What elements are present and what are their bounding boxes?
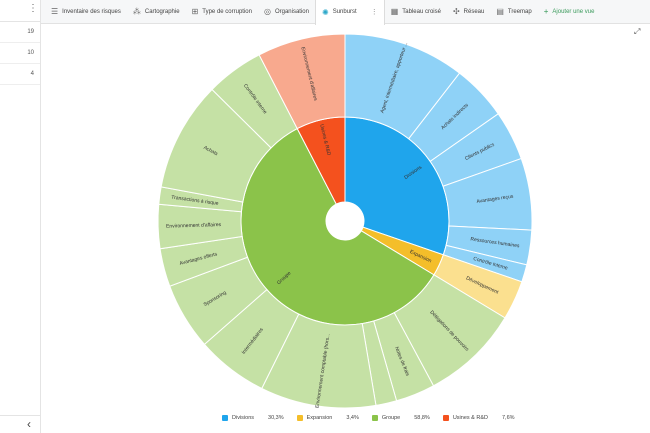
network-icon: ✣	[452, 7, 460, 16]
tab-type-de-corruption[interactable]: ⊞ Type de corruption	[186, 0, 258, 24]
org-icon: ◎	[263, 7, 271, 16]
sunburst-icon: ✺	[321, 7, 329, 17]
tab-label: Réseau	[463, 8, 485, 15]
legend-label: Expansion	[306, 415, 333, 421]
left-panel: ⋮ 19 10 4 ‹	[0, 0, 41, 433]
left-panel-footer: ‹	[0, 415, 40, 433]
list-item-count[interactable]: 4	[0, 64, 40, 85]
more-vertical-icon[interactable]: ⋮	[370, 9, 378, 16]
legend-value: 58,8%	[414, 415, 430, 421]
sunburst-chart: Agent, intermédiaire, apporteur ...Achat…	[157, 33, 533, 409]
legend-swatch	[296, 415, 303, 421]
tab-label: Treemap	[507, 8, 532, 15]
legend-value: 3,4%	[346, 415, 359, 421]
tab-label: Cartographie	[144, 8, 180, 15]
legend-item-expansion[interactable]: Expansion 3,4%	[296, 415, 359, 421]
legend-value: 30,3%	[268, 415, 284, 421]
outer-segment-environnement-d-affaires[interactable]	[258, 33, 346, 130]
add-view-button[interactable]: + Ajouter une vue	[538, 0, 601, 24]
list-item-count[interactable]: 19	[0, 22, 40, 43]
plus-icon: +	[543, 7, 549, 16]
tab-label: Type de corruption	[202, 8, 252, 15]
tab-inventaire-des-risques[interactable]: ☰ Inventaire des risques	[45, 0, 127, 24]
expand-icon[interactable]: ⤢	[634, 27, 641, 36]
center-hole	[326, 202, 364, 240]
list-icon: ☰	[51, 7, 59, 16]
segment-label: Environnement d'affaires	[166, 222, 222, 230]
treemap-icon: ▤	[496, 7, 504, 16]
more-vertical-icon[interactable]: ⋮	[28, 3, 38, 14]
legend-swatch	[371, 415, 378, 421]
tab-label: Tableau croisé	[402, 8, 441, 15]
left-panel-header: ⋮	[0, 0, 40, 22]
tab-label: Organisation	[274, 8, 309, 15]
tab-sunburst[interactable]: ✺ Sunburst ⋮	[314, 0, 385, 25]
legend-swatch	[442, 415, 449, 421]
legend-item-divisions[interactable]: Divisions 30,3%	[222, 415, 284, 421]
legend-label: Divisions	[232, 415, 255, 421]
tab-label: Sunburst	[332, 9, 357, 15]
tab-label: Inventaire des risques	[62, 8, 121, 15]
tab-cartographie[interactable]: ⁂ Cartographie	[127, 0, 186, 24]
tab-organisation[interactable]: ◎ Organisation	[258, 0, 315, 24]
segment-label: Avantages reçus	[476, 194, 514, 205]
legend-item-usines-rd[interactable]: Usines & R&D 7,6%	[442, 415, 515, 421]
table-icon: ▦	[390, 7, 399, 16]
tab-reseau[interactable]: ✣ Réseau	[447, 0, 490, 24]
tab-tableau-croise[interactable]: ▦ Tableau croisé	[385, 0, 447, 24]
legend-swatch	[222, 415, 228, 421]
chart-legend: Divisions 30,3% Expansion 3,4% Groupe 58…	[222, 415, 528, 421]
scatter-icon: ⁂	[132, 7, 141, 16]
legend-item-groupe[interactable]: Groupe 58,8%	[371, 415, 430, 421]
legend-label: Usines & R&D	[452, 415, 488, 421]
tab-label: Ajouter une vue	[552, 8, 595, 15]
tree-icon: ⊞	[191, 7, 199, 16]
list-item-count[interactable]: 10	[0, 43, 40, 64]
tab-treemap[interactable]: ▤ Treemap	[490, 0, 537, 24]
legend-label: Groupe	[381, 415, 401, 421]
view-tabs: ☰ Inventaire des risques ⁂ Cartographie …	[41, 0, 650, 25]
legend-value: 7,6%	[501, 415, 515, 421]
chevron-left-icon[interactable]: ‹	[27, 417, 31, 431]
